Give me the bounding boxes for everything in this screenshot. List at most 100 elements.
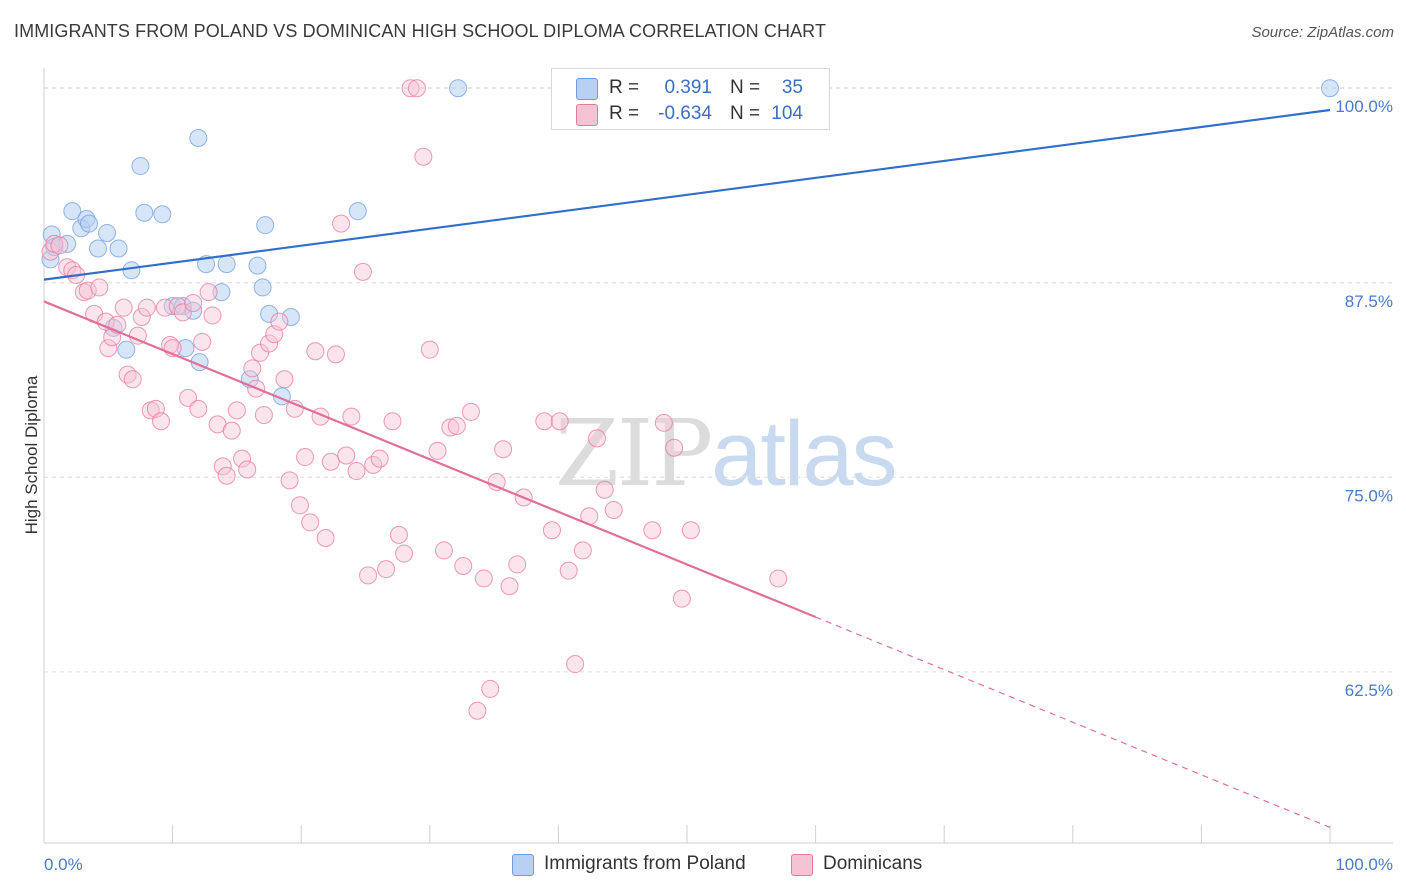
legend-n-value: 104	[771, 103, 803, 124]
x-tick-label: 0.0%	[44, 855, 83, 874]
point-poland	[217, 255, 236, 274]
point-dominicans	[270, 312, 289, 331]
point-dominicans	[321, 452, 340, 471]
y-tick-label: 75.0%	[1345, 486, 1393, 505]
watermark-atlas: atlas	[711, 403, 897, 505]
legend-r-label: R =	[609, 77, 640, 98]
point-dominicans	[251, 343, 270, 362]
point-dominicans	[434, 541, 453, 560]
point-poland	[212, 283, 231, 302]
point-poland	[449, 79, 468, 98]
point-poland	[63, 202, 82, 221]
point-dominicans	[203, 306, 222, 325]
point-dominicans	[199, 283, 218, 302]
point-dominicans	[643, 521, 662, 540]
trend-line-dominicans-extrapolated	[815, 616, 1331, 828]
tick-labels: 100.0% 87.5% 75.0% 62.5% 0.0% 100.0%	[44, 97, 1393, 874]
point-dominicans	[114, 298, 133, 317]
point-dominicans	[654, 413, 673, 432]
point-dominicans	[137, 298, 156, 317]
point-dominicans	[559, 561, 578, 580]
point-poland	[256, 216, 275, 235]
point-poland	[135, 203, 154, 222]
point-poland	[189, 129, 208, 148]
point-dominicans	[275, 370, 294, 389]
point-dominicans	[535, 412, 554, 431]
trend-lines	[43, 108, 1331, 828]
legend-r-value: -0.634	[658, 103, 712, 124]
point-dominicans	[337, 446, 356, 465]
trend-line-poland	[43, 108, 1331, 281]
point-dominicans	[222, 421, 241, 440]
point-dominicans	[407, 79, 426, 98]
legend-n-label: N =	[730, 77, 761, 98]
point-dominicans	[347, 462, 366, 481]
series-legend-swatch-poland	[512, 854, 534, 876]
point-dominicans	[681, 521, 700, 540]
legend-swatch-poland	[576, 78, 598, 100]
watermark-zip: ZIP	[555, 400, 713, 507]
point-dominicans	[233, 449, 252, 468]
point-dominicans	[280, 471, 299, 490]
point-dominicans	[99, 339, 118, 358]
point-dominicans	[173, 303, 192, 322]
point-dominicans	[123, 370, 142, 389]
point-dominicans	[595, 480, 614, 499]
point-poland	[348, 202, 367, 221]
point-dominicans	[550, 412, 569, 431]
point-dominicans	[370, 449, 389, 468]
y-tick-label: 62.5%	[1345, 681, 1393, 700]
point-dominicans	[227, 401, 246, 420]
point-poland	[89, 239, 108, 258]
y-axis-label: High School Diploma	[22, 375, 41, 534]
point-dominicans	[260, 334, 279, 353]
point-dominicans	[542, 521, 561, 540]
point-dominicans	[468, 701, 487, 720]
point-dominicans	[332, 214, 351, 233]
x-tick-label: 100.0%	[1335, 855, 1393, 874]
point-dominicans	[566, 655, 585, 674]
y-tick-label: 100.0%	[1335, 97, 1393, 116]
point-poland	[58, 234, 77, 253]
point-dominicans	[217, 466, 236, 485]
point-dominicans	[152, 412, 171, 431]
point-dominicans	[401, 79, 420, 98]
point-dominicans	[420, 340, 439, 359]
point-dominicans	[573, 541, 592, 560]
series-legend-swatch-dominicans	[791, 854, 813, 876]
point-dominicans	[296, 448, 315, 467]
point-dominicans	[665, 438, 684, 457]
point-poland	[98, 223, 117, 242]
legend-r-value: 0.391	[664, 77, 712, 98]
point-dominicans	[447, 416, 466, 435]
point-poland	[80, 214, 99, 233]
legend-r-label: R =	[609, 103, 640, 124]
point-dominicans	[353, 262, 372, 281]
point-dominicans	[500, 577, 519, 596]
point-poland	[248, 256, 267, 275]
point-dominicans	[238, 460, 257, 479]
point-dominicans	[377, 560, 396, 579]
point-poland	[153, 205, 172, 224]
legend: R = 0.391 N = 35 R = -0.634 N = 104	[551, 68, 830, 130]
point-dominicans	[481, 679, 500, 698]
point-dominicans	[193, 332, 212, 351]
point-dominicans	[383, 412, 402, 431]
source-label: Source: ZipAtlas.com	[1251, 24, 1394, 41]
y-tick-label: 87.5%	[1345, 292, 1393, 311]
series-legend-label: Immigrants from Poland	[544, 853, 746, 874]
legend-row-poland: R = 0.391 N = 35	[552, 75, 829, 101]
point-dominicans	[243, 359, 262, 378]
trend-line-dominicans	[43, 300, 817, 619]
point-dominicans	[316, 528, 335, 547]
point-dominicans	[494, 440, 513, 459]
point-dominicans	[359, 566, 378, 585]
point-dominicans	[132, 307, 151, 326]
point-dominicans	[389, 525, 408, 544]
point-dominicans	[441, 418, 460, 437]
legend-n-value: 35	[781, 77, 803, 98]
point-dominicans	[290, 496, 309, 515]
point-dominicans	[50, 236, 69, 255]
point-dominicans	[326, 345, 345, 364]
point-dominicans	[461, 402, 480, 421]
